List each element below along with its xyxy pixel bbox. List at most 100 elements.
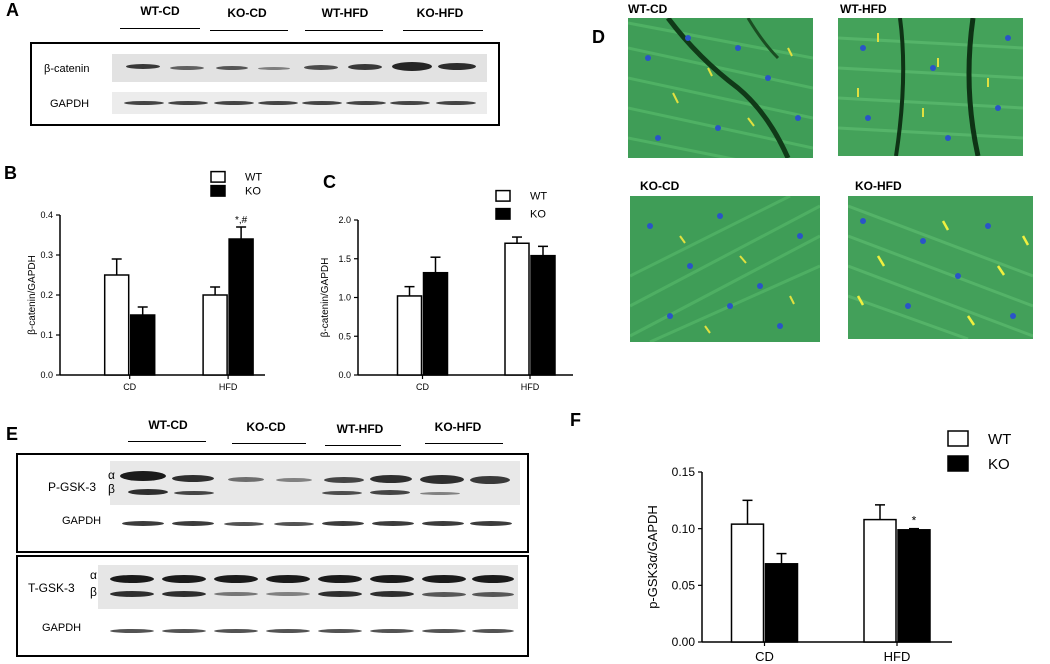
band bbox=[370, 629, 414, 633]
band bbox=[162, 575, 206, 583]
bar-wt-cd bbox=[396, 295, 423, 376]
y-axis-label: p-GSK3α/GAPDH bbox=[645, 505, 660, 609]
bar-wt-cd bbox=[730, 523, 765, 643]
band bbox=[370, 591, 414, 597]
y-axis-label: β-catenin/GAPDH bbox=[320, 258, 331, 338]
band bbox=[420, 475, 464, 484]
band bbox=[266, 575, 310, 583]
y-tick-label: 0.1 bbox=[40, 330, 53, 340]
image-label-ko-cd: KO-CD bbox=[640, 179, 680, 193]
beta-label-bottom: β bbox=[90, 585, 97, 599]
band bbox=[124, 101, 164, 105]
band bbox=[348, 64, 382, 70]
bar-ko-hfd bbox=[228, 238, 254, 376]
bar-ko-hfd bbox=[897, 529, 931, 643]
lane-label-ko-hfd: KO-HFD bbox=[416, 6, 464, 20]
band bbox=[274, 522, 314, 526]
blot-a-strip-gapdh bbox=[112, 92, 487, 114]
band bbox=[422, 629, 466, 633]
legend-label-wt: WT bbox=[988, 431, 1011, 448]
image-label-wt-cd: WT-CD bbox=[628, 2, 668, 16]
y-tick-label: 1.5 bbox=[338, 254, 351, 264]
band bbox=[472, 575, 514, 583]
bar-ko-cd bbox=[129, 314, 156, 376]
band bbox=[214, 101, 254, 105]
band bbox=[214, 575, 258, 583]
row-label-gapdh-bottom: GAPDH bbox=[42, 622, 82, 634]
lane-label-wt-hfd: WT-HFD bbox=[321, 6, 369, 20]
band bbox=[110, 575, 154, 583]
x-tick-label: CD bbox=[755, 649, 774, 664]
band bbox=[324, 477, 364, 483]
band bbox=[318, 629, 362, 633]
chart-b: 0.0 0.1 0.2 0.3 0.4 β-catenin/GAPDH CD HFD *,# WT… bbox=[27, 170, 265, 392]
blot-e-bottom-frame bbox=[16, 555, 529, 657]
micrograph-ko-cd bbox=[630, 196, 820, 342]
lane-label-wt-cd: WT-CD bbox=[140, 4, 180, 18]
band bbox=[392, 62, 432, 71]
band bbox=[258, 67, 290, 70]
band bbox=[422, 592, 466, 597]
panel-letter-c: C bbox=[323, 172, 336, 192]
significance-annotation: * bbox=[912, 514, 917, 528]
legend-label-wt: WT bbox=[245, 172, 262, 184]
row-label-beta-catenin: β-catenin bbox=[44, 63, 90, 75]
micrograph-wt-hfd bbox=[838, 18, 1023, 156]
legend-swatch-wt bbox=[210, 170, 226, 183]
band bbox=[302, 101, 342, 105]
lane-rule-e-wt-cd bbox=[128, 441, 206, 442]
y-tick-label: 2.0 bbox=[338, 215, 351, 225]
band bbox=[228, 477, 264, 482]
legend-label-ko: KO bbox=[245, 186, 261, 198]
blot-e-strip-pgsk3 bbox=[110, 461, 520, 505]
y-tick-label: 0.5 bbox=[338, 331, 351, 341]
lane-label-e-wt-hfd: WT-HFD bbox=[336, 422, 384, 436]
y-tick-label: 0.4 bbox=[40, 210, 53, 220]
y-axis-label: β-catenin/GAPDH bbox=[27, 255, 38, 335]
x-tick-label: CD bbox=[123, 382, 136, 392]
chart-c: 0.0 0.5 1.0 1.5 2.0 β-catenin/GAPDH CD HFD WT KO bbox=[320, 189, 573, 392]
beta-label-top: β bbox=[108, 482, 115, 496]
lane-rule-ko-cd bbox=[210, 30, 288, 31]
band bbox=[120, 471, 166, 481]
x-tick-label: CD bbox=[416, 382, 429, 392]
lane-rule-e-ko-cd bbox=[232, 443, 306, 444]
band bbox=[128, 489, 168, 495]
band bbox=[438, 63, 476, 70]
x-tick-label: HFD bbox=[884, 649, 911, 664]
blot-e-strip-tgsk3 bbox=[98, 565, 518, 609]
micrograph-wt-cd bbox=[628, 18, 813, 158]
x-tick-label: HFD bbox=[521, 382, 540, 392]
legend-label-wt: WT bbox=[530, 191, 547, 203]
band bbox=[422, 521, 464, 526]
bar-wt-hfd bbox=[504, 242, 530, 376]
legend-label-ko: KO bbox=[988, 456, 1010, 473]
significance-annotation: *,# bbox=[235, 215, 248, 226]
y-tick-label: 0.15 bbox=[672, 465, 696, 479]
bar-wt-hfd bbox=[202, 294, 228, 376]
band bbox=[470, 476, 510, 484]
band bbox=[110, 629, 154, 633]
alpha-label-top: α bbox=[108, 468, 115, 482]
row-label-t-gsk3: T-GSK-3 bbox=[28, 581, 75, 595]
lane-rule-wt-hfd bbox=[305, 30, 383, 31]
band bbox=[266, 629, 310, 633]
row-label-p-gsk3: P-GSK-3 bbox=[48, 480, 97, 494]
band bbox=[172, 475, 214, 482]
lane-label-e-ko-cd: KO-CD bbox=[246, 420, 286, 434]
band bbox=[174, 491, 214, 495]
lane-rule-wt-cd bbox=[120, 28, 200, 29]
legend-label-ko: KO bbox=[530, 209, 546, 221]
band bbox=[470, 521, 512, 526]
band bbox=[346, 101, 386, 105]
x-tick-label: HFD bbox=[219, 382, 238, 392]
band bbox=[110, 591, 154, 597]
band bbox=[390, 101, 430, 105]
bar-ko-hfd bbox=[530, 254, 556, 376]
band bbox=[168, 101, 208, 105]
band bbox=[322, 491, 362, 495]
lane-label-ko-cd: KO-CD bbox=[227, 6, 267, 20]
row-label-gapdh-top: GAPDH bbox=[62, 515, 102, 527]
legend-swatch-wt bbox=[947, 430, 969, 447]
y-tick-label: 0.3 bbox=[40, 250, 53, 260]
